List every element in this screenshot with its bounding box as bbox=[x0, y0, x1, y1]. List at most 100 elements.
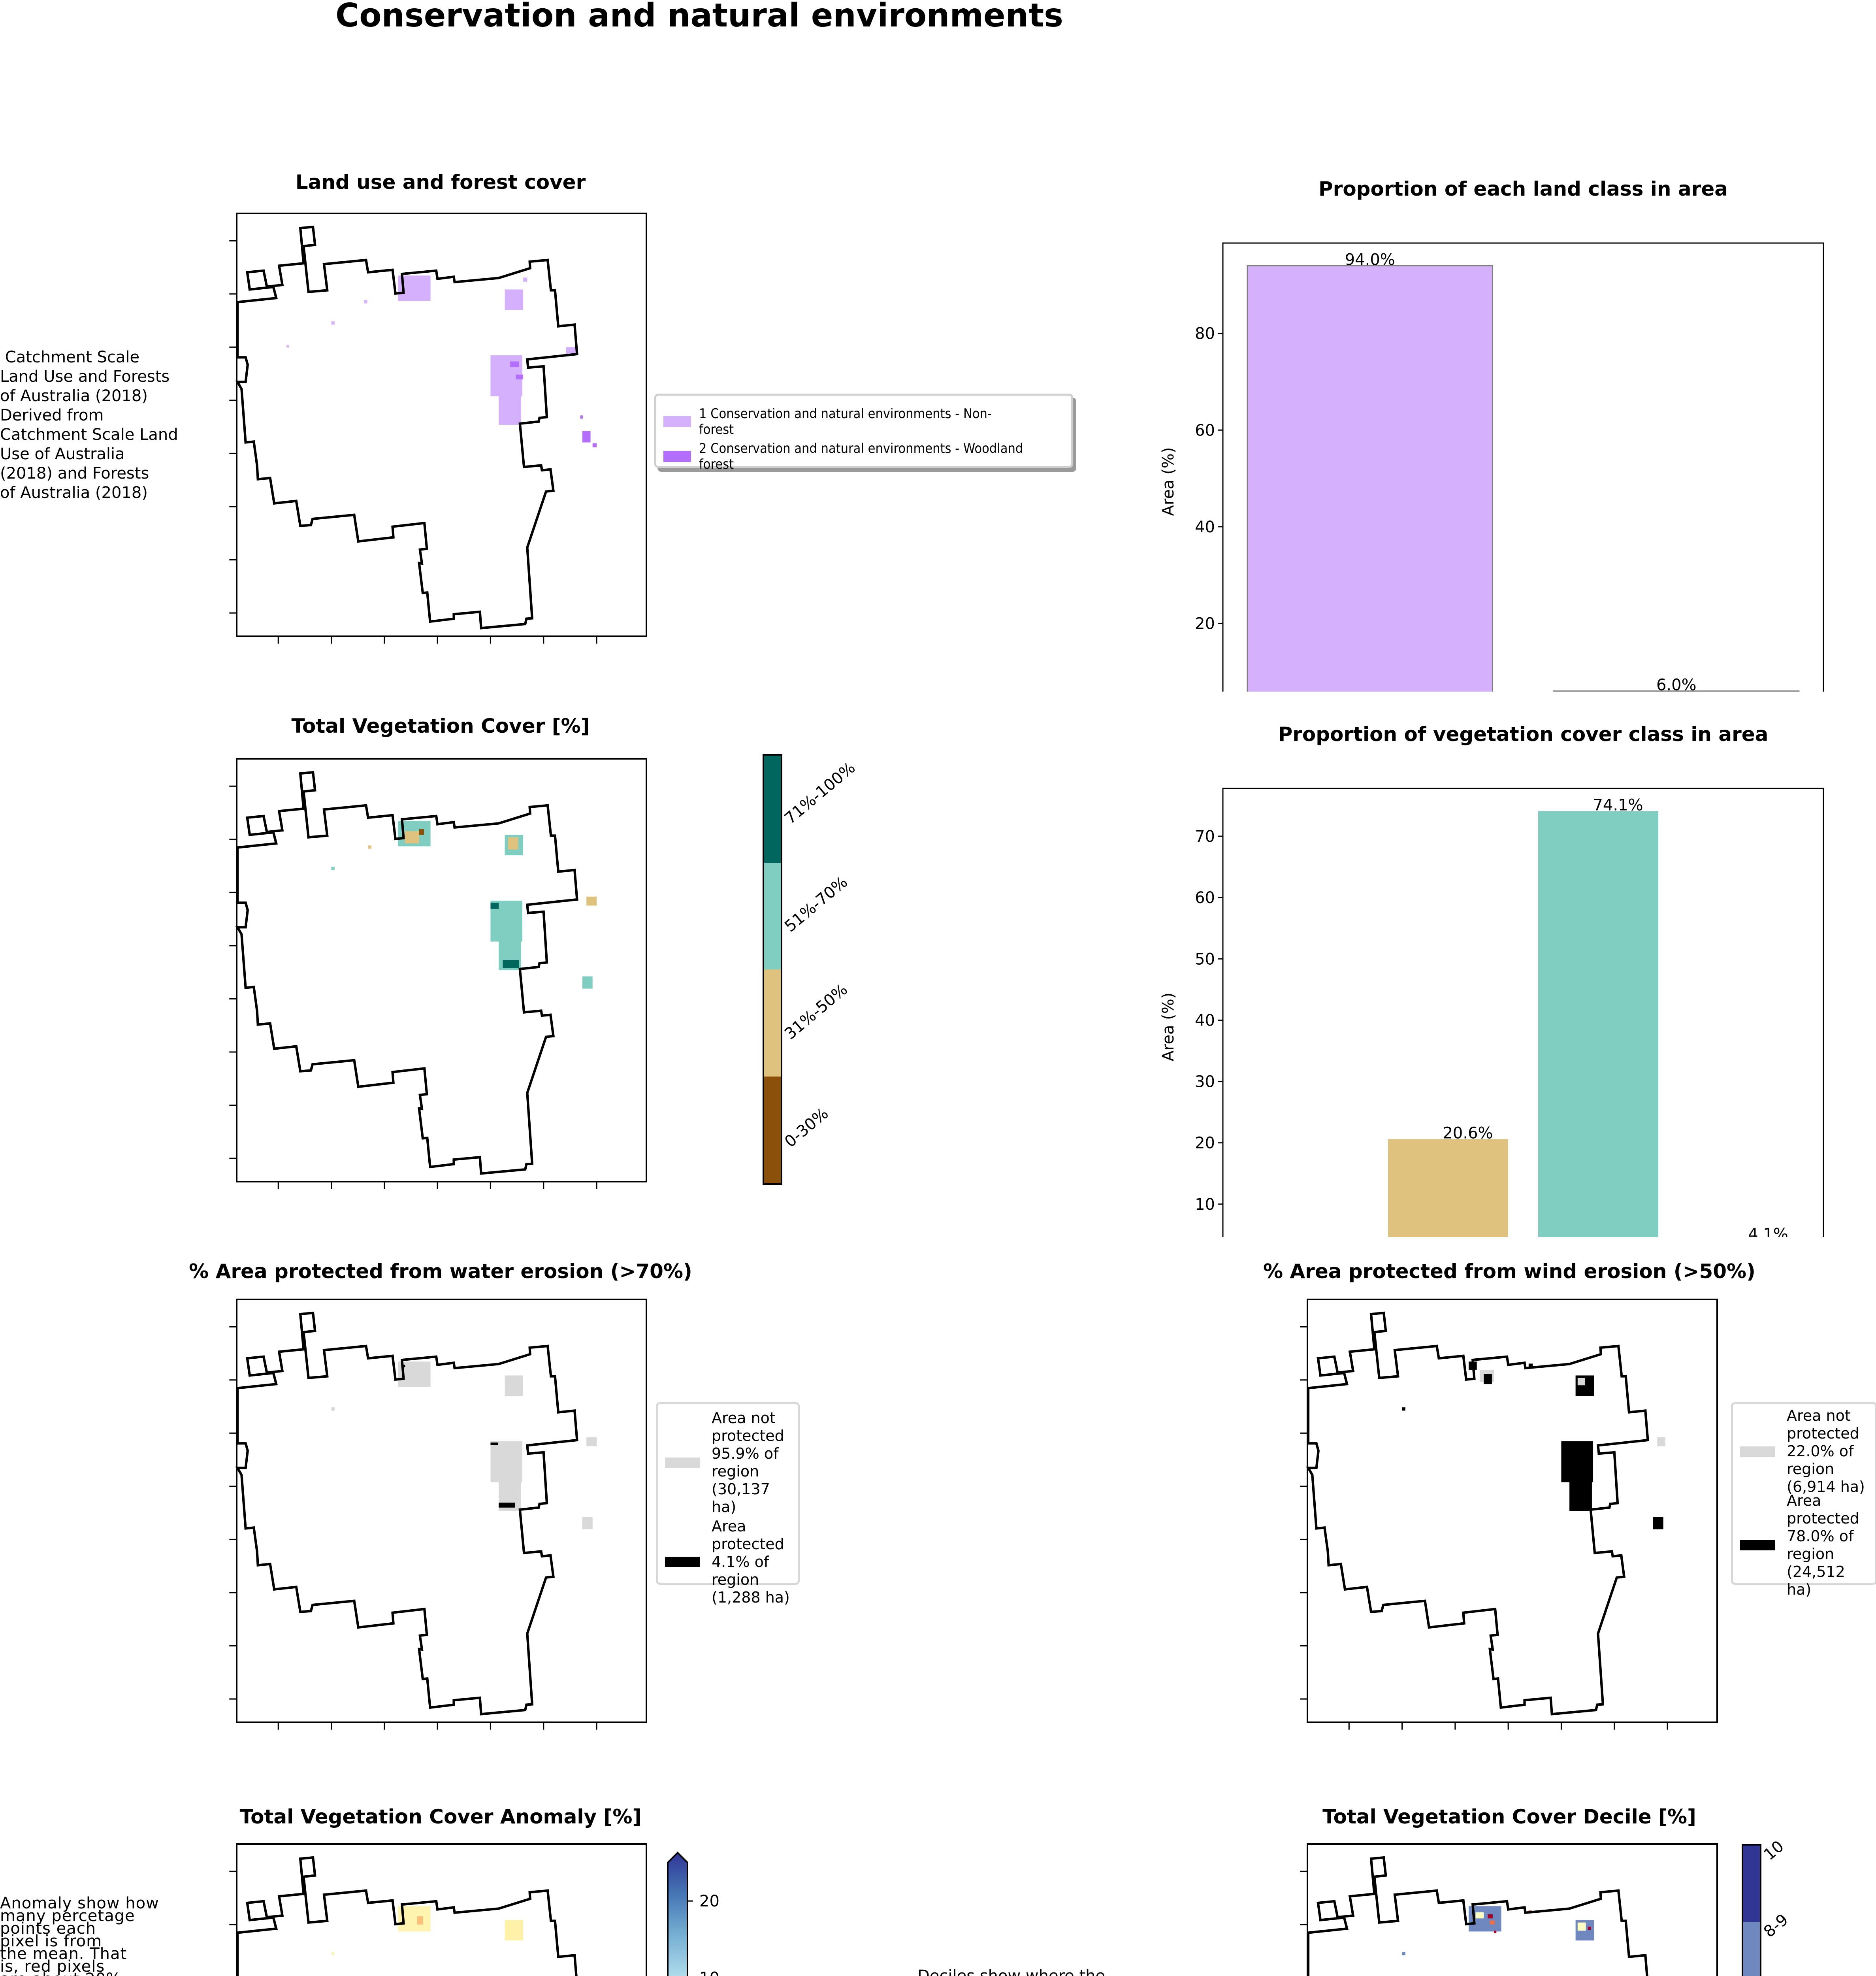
raster-patch bbox=[405, 831, 419, 844]
y-tick-label: 20 bbox=[1195, 615, 1215, 633]
decile-explanation: Deciles show where the pixel value lies … bbox=[917, 1967, 1106, 1976]
bar-data-label: 4.1% bbox=[1748, 1225, 1788, 1237]
wind-erosion-map-title: % Area protected from wind erosion (>50%… bbox=[1263, 1260, 1756, 1283]
colorbar-segment bbox=[1743, 1846, 1760, 1922]
anomaly-explanation: Anomaly show how many percetage points e… bbox=[0, 1894, 159, 1976]
raster-patch bbox=[1490, 1920, 1495, 1925]
water-erosion-legend: Area not protected 95.9% of region (30,1… bbox=[656, 1402, 800, 1606]
colorbar-tick-label: 10 bbox=[1760, 1837, 1787, 1864]
veg-cover-colorbar bbox=[763, 754, 782, 1185]
y-axis-label: Area (%) bbox=[1159, 993, 1177, 1062]
anomaly-map[interactable] bbox=[229, 1843, 647, 1976]
legend-swatch bbox=[665, 1457, 700, 1468]
veg-class-bar-chart: Proportion of vegetation cover class in … bbox=[1159, 723, 1824, 1237]
anomaly-map-canvas bbox=[229, 1856, 578, 1976]
raster-patch bbox=[1484, 1374, 1492, 1384]
bar-data-label: 6.0% bbox=[1656, 676, 1697, 692]
region-boundary bbox=[235, 1311, 578, 1716]
raster-patch bbox=[1561, 1441, 1593, 1482]
colorbar-segment bbox=[764, 1076, 781, 1183]
legend-label: 2 Conservation and natural environments … bbox=[699, 441, 1023, 472]
water-erosion-map-canvas bbox=[229, 1311, 597, 1730]
water-erosion-map[interactable] bbox=[229, 1299, 647, 1730]
y-tick-label: 10 bbox=[1195, 1195, 1215, 1214]
raster-patch bbox=[403, 1365, 405, 1367]
raster-patch bbox=[490, 903, 499, 909]
raster-patch bbox=[505, 1920, 524, 1941]
bar bbox=[1247, 265, 1493, 692]
raster-patch bbox=[508, 837, 518, 850]
veg-cover-map[interactable] bbox=[229, 758, 647, 1189]
raster-patch bbox=[331, 1407, 335, 1411]
raster-patch bbox=[510, 361, 519, 368]
colorbar-tick-label: 8-9 bbox=[1760, 1910, 1792, 1941]
land-use-legend: 1 Conservation and natural environments … bbox=[654, 394, 1073, 472]
region-boundary bbox=[235, 225, 578, 630]
raster-patch bbox=[331, 867, 335, 870]
wind-erosion-map[interactable] bbox=[1300, 1299, 1718, 1730]
decile-map[interactable] bbox=[1300, 1843, 1718, 1976]
raster-patch bbox=[417, 1916, 424, 1925]
region-boundary bbox=[1307, 1856, 1648, 1976]
raster-patch bbox=[331, 1952, 335, 1955]
anomaly-map-title: Total Vegetation Cover Anomaly [%] bbox=[239, 1805, 642, 1828]
raster-patch bbox=[1653, 1517, 1663, 1529]
raster-patch bbox=[368, 845, 371, 849]
y-tick-label: 40 bbox=[1195, 518, 1215, 536]
raster-patch bbox=[1528, 1363, 1533, 1367]
decile-map-canvas bbox=[1300, 1856, 1648, 1976]
raster-patch bbox=[490, 1441, 523, 1482]
raster-patch bbox=[1402, 1952, 1405, 1955]
raster-patch bbox=[499, 392, 521, 425]
colorbar-tick-label: 10 bbox=[699, 1969, 720, 1976]
land-use-map[interactable] bbox=[229, 213, 647, 644]
page-title: Conservation and natural environments bbox=[335, 0, 1063, 34]
raster-patch bbox=[331, 321, 335, 325]
y-tick-label: 60 bbox=[1195, 889, 1215, 907]
raster-patch bbox=[1577, 1922, 1586, 1931]
y-tick-label: 80 bbox=[1195, 325, 1215, 343]
raster-patch bbox=[1494, 1931, 1497, 1933]
water-erosion-map-title: % Area protected from water erosion (>70… bbox=[189, 1260, 692, 1283]
legend-swatch bbox=[663, 416, 691, 427]
veg-cover-map-title: Total Vegetation Cover [%] bbox=[291, 715, 590, 737]
raster-patch bbox=[586, 1437, 597, 1446]
plot-frame bbox=[1222, 788, 1824, 1237]
bar-data-label: 74.1% bbox=[1593, 796, 1643, 814]
y-tick-label: 60 bbox=[1195, 421, 1215, 439]
colorbar-segment bbox=[764, 969, 781, 1077]
raster-patch bbox=[580, 415, 583, 419]
raster-patch bbox=[419, 829, 424, 835]
raster-patch bbox=[1569, 1478, 1592, 1511]
veg-cover-map-canvas bbox=[229, 771, 597, 1189]
legend-item-protected: Area protected 4.1% of region (1,288 ha) bbox=[661, 1516, 795, 1607]
region-boundary bbox=[236, 1856, 578, 1976]
raster-patch bbox=[1577, 1378, 1585, 1386]
land-class-bar-chart: Proportion of each land class in area 94.… bbox=[1159, 177, 1824, 692]
raster-patch bbox=[1657, 1437, 1665, 1446]
region-boundary bbox=[1306, 1311, 1649, 1716]
plot-frame bbox=[1222, 242, 1824, 692]
colorbar-tick-label: 31%-50% bbox=[781, 980, 851, 1043]
colorbar-segment bbox=[764, 862, 781, 969]
raster-patch bbox=[582, 431, 591, 443]
y-tick-label: 40 bbox=[1195, 1011, 1215, 1029]
raster-patch bbox=[1588, 1926, 1591, 1930]
bar bbox=[1388, 1139, 1508, 1237]
raster-patch bbox=[1488, 1914, 1493, 1919]
y-tick-label: 30 bbox=[1195, 1073, 1215, 1091]
bar-data-label: 20.6% bbox=[1443, 1124, 1493, 1142]
raster-patch bbox=[1402, 1407, 1405, 1411]
y-tick-label: 20 bbox=[1195, 1134, 1215, 1152]
raster-patch bbox=[582, 1517, 593, 1529]
colorbar-tick-label: 71%-100% bbox=[781, 758, 859, 828]
colorbar-tick-label: 51%-70% bbox=[781, 873, 851, 936]
legend-swatch bbox=[1740, 1540, 1775, 1550]
raster-patch bbox=[286, 345, 289, 348]
anomaly-colorbar: 20100−10−20 bbox=[667, 1852, 720, 1976]
bar bbox=[1538, 811, 1658, 1237]
colorbar-segment bbox=[1743, 1922, 1760, 1976]
chart-title: Proportion of each land class in area bbox=[1318, 177, 1728, 200]
legend-swatch bbox=[1740, 1446, 1775, 1457]
decile-colorbar bbox=[1742, 1844, 1761, 1976]
